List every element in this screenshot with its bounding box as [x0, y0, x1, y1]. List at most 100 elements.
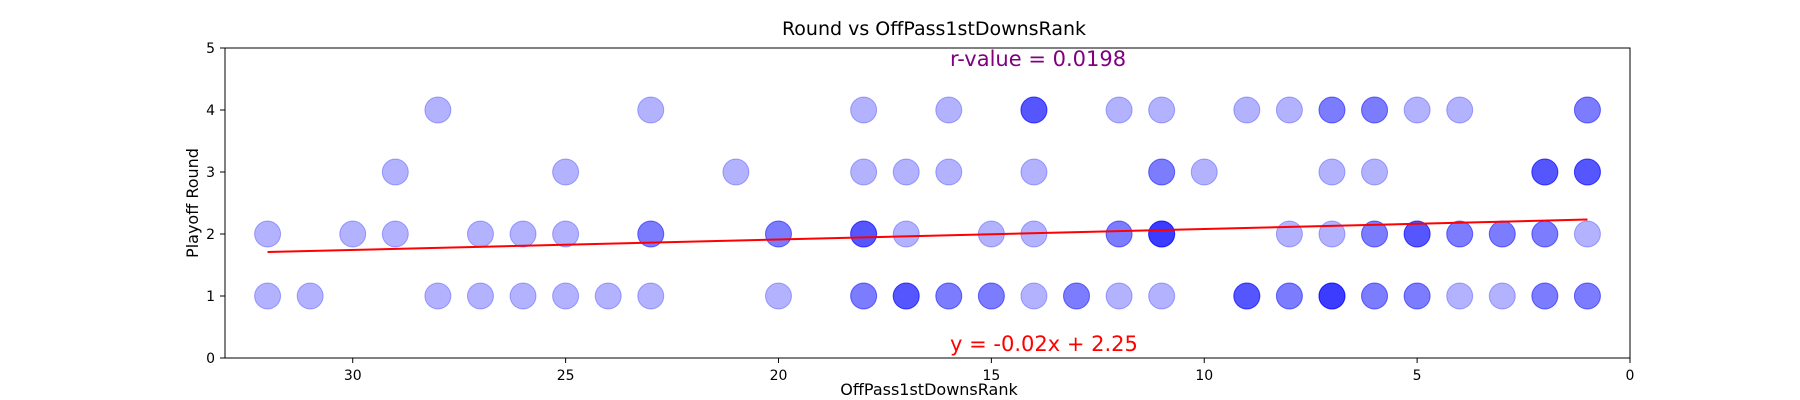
data-point [1573, 220, 1601, 248]
data-point [722, 158, 750, 186]
data-point [1020, 96, 1048, 124]
data-point [637, 220, 665, 248]
data-point [637, 282, 665, 310]
data-point [1233, 282, 1261, 310]
data-point [1275, 220, 1303, 248]
x-axis-label: OffPass1stDownsRank [840, 380, 1018, 399]
plot-frame [224, 47, 1631, 359]
x-tick-label: 20 [770, 368, 788, 384]
data-point [1105, 220, 1133, 248]
data-point [1361, 158, 1389, 186]
data-point [1318, 282, 1346, 310]
data-point [1318, 282, 1346, 310]
data-point [935, 282, 963, 310]
data-point [552, 220, 580, 248]
data-point [1531, 282, 1559, 310]
data-point [1361, 282, 1389, 310]
axes: 30 25 20 15 10 5 0 0 1 2 3 4 5 [206, 41, 1634, 384]
data-point [1148, 158, 1176, 186]
data-point [1105, 220, 1133, 248]
regression-line-group [267, 218, 1588, 254]
data-point [1105, 282, 1133, 310]
data-point [1531, 158, 1559, 186]
data-point [850, 220, 878, 248]
data-point [1275, 96, 1303, 124]
data-point [552, 282, 580, 310]
y-tick-label: 2 [206, 227, 215, 243]
r-value-annotation: r-value = 0.0198 [950, 47, 1126, 71]
data-point [1233, 282, 1261, 310]
data-point [892, 158, 920, 186]
data-point [254, 220, 282, 248]
data-point [1148, 282, 1176, 310]
data-point [1531, 158, 1559, 186]
data-point [1403, 96, 1431, 124]
data-point [764, 220, 792, 248]
data-point [1573, 96, 1601, 124]
data-point [850, 220, 878, 248]
data-point [1275, 282, 1303, 310]
data-point [637, 220, 665, 248]
data-point [1148, 220, 1176, 248]
data-point [1020, 158, 1048, 186]
data-point [892, 282, 920, 310]
data-point [1403, 282, 1431, 310]
y-tick-label: 4 [206, 103, 215, 119]
data-point [1148, 220, 1176, 248]
data-point [1361, 220, 1389, 248]
regression-equation-annotation: y = -0.02x + 2.25 [950, 332, 1138, 356]
data-point [1361, 220, 1389, 248]
data-point [552, 158, 580, 186]
data-point [1148, 96, 1176, 124]
data-point [1488, 282, 1516, 310]
data-point [1573, 158, 1601, 186]
data-point [466, 282, 494, 310]
regression-line [267, 218, 1588, 254]
data-point [1531, 158, 1559, 186]
data-point [1531, 282, 1559, 310]
data-point [1318, 96, 1346, 124]
data-point [1020, 96, 1048, 124]
data-points [254, 96, 1601, 310]
data-point [381, 220, 409, 248]
data-point [1148, 220, 1176, 248]
data-point [850, 282, 878, 310]
data-point [1361, 96, 1389, 124]
data-point [509, 220, 537, 248]
x-tick-label: 15 [982, 368, 1000, 384]
data-point [1318, 282, 1346, 310]
data-point [1318, 220, 1346, 248]
data-point [1446, 96, 1474, 124]
data-point [1148, 220, 1176, 248]
data-point [1573, 282, 1601, 310]
x-tick-label: 5 [1413, 368, 1422, 384]
data-point [1531, 220, 1559, 248]
data-point [1105, 96, 1133, 124]
data-point [1318, 96, 1346, 124]
data-point [594, 282, 622, 310]
data-point [935, 96, 963, 124]
data-point [977, 282, 1005, 310]
data-point [1403, 220, 1431, 248]
data-point [1148, 158, 1176, 186]
data-point [637, 96, 665, 124]
data-point [892, 282, 920, 310]
chart-title: Round vs OffPass1stDownsRank [782, 18, 1086, 40]
x-tick-label: 10 [1195, 368, 1213, 384]
data-point [850, 96, 878, 124]
y-tick-label: 1 [206, 289, 215, 305]
data-point [381, 158, 409, 186]
data-point [254, 282, 282, 310]
data-point [1403, 282, 1431, 310]
data-point [1403, 220, 1431, 248]
data-point [977, 282, 1005, 310]
data-point [935, 158, 963, 186]
data-point [1318, 158, 1346, 186]
data-point [764, 282, 792, 310]
data-point [1063, 282, 1091, 310]
data-point [1573, 158, 1601, 186]
data-point [1318, 282, 1346, 310]
data-point [850, 282, 878, 310]
y-tick-label: 0 [206, 351, 215, 367]
